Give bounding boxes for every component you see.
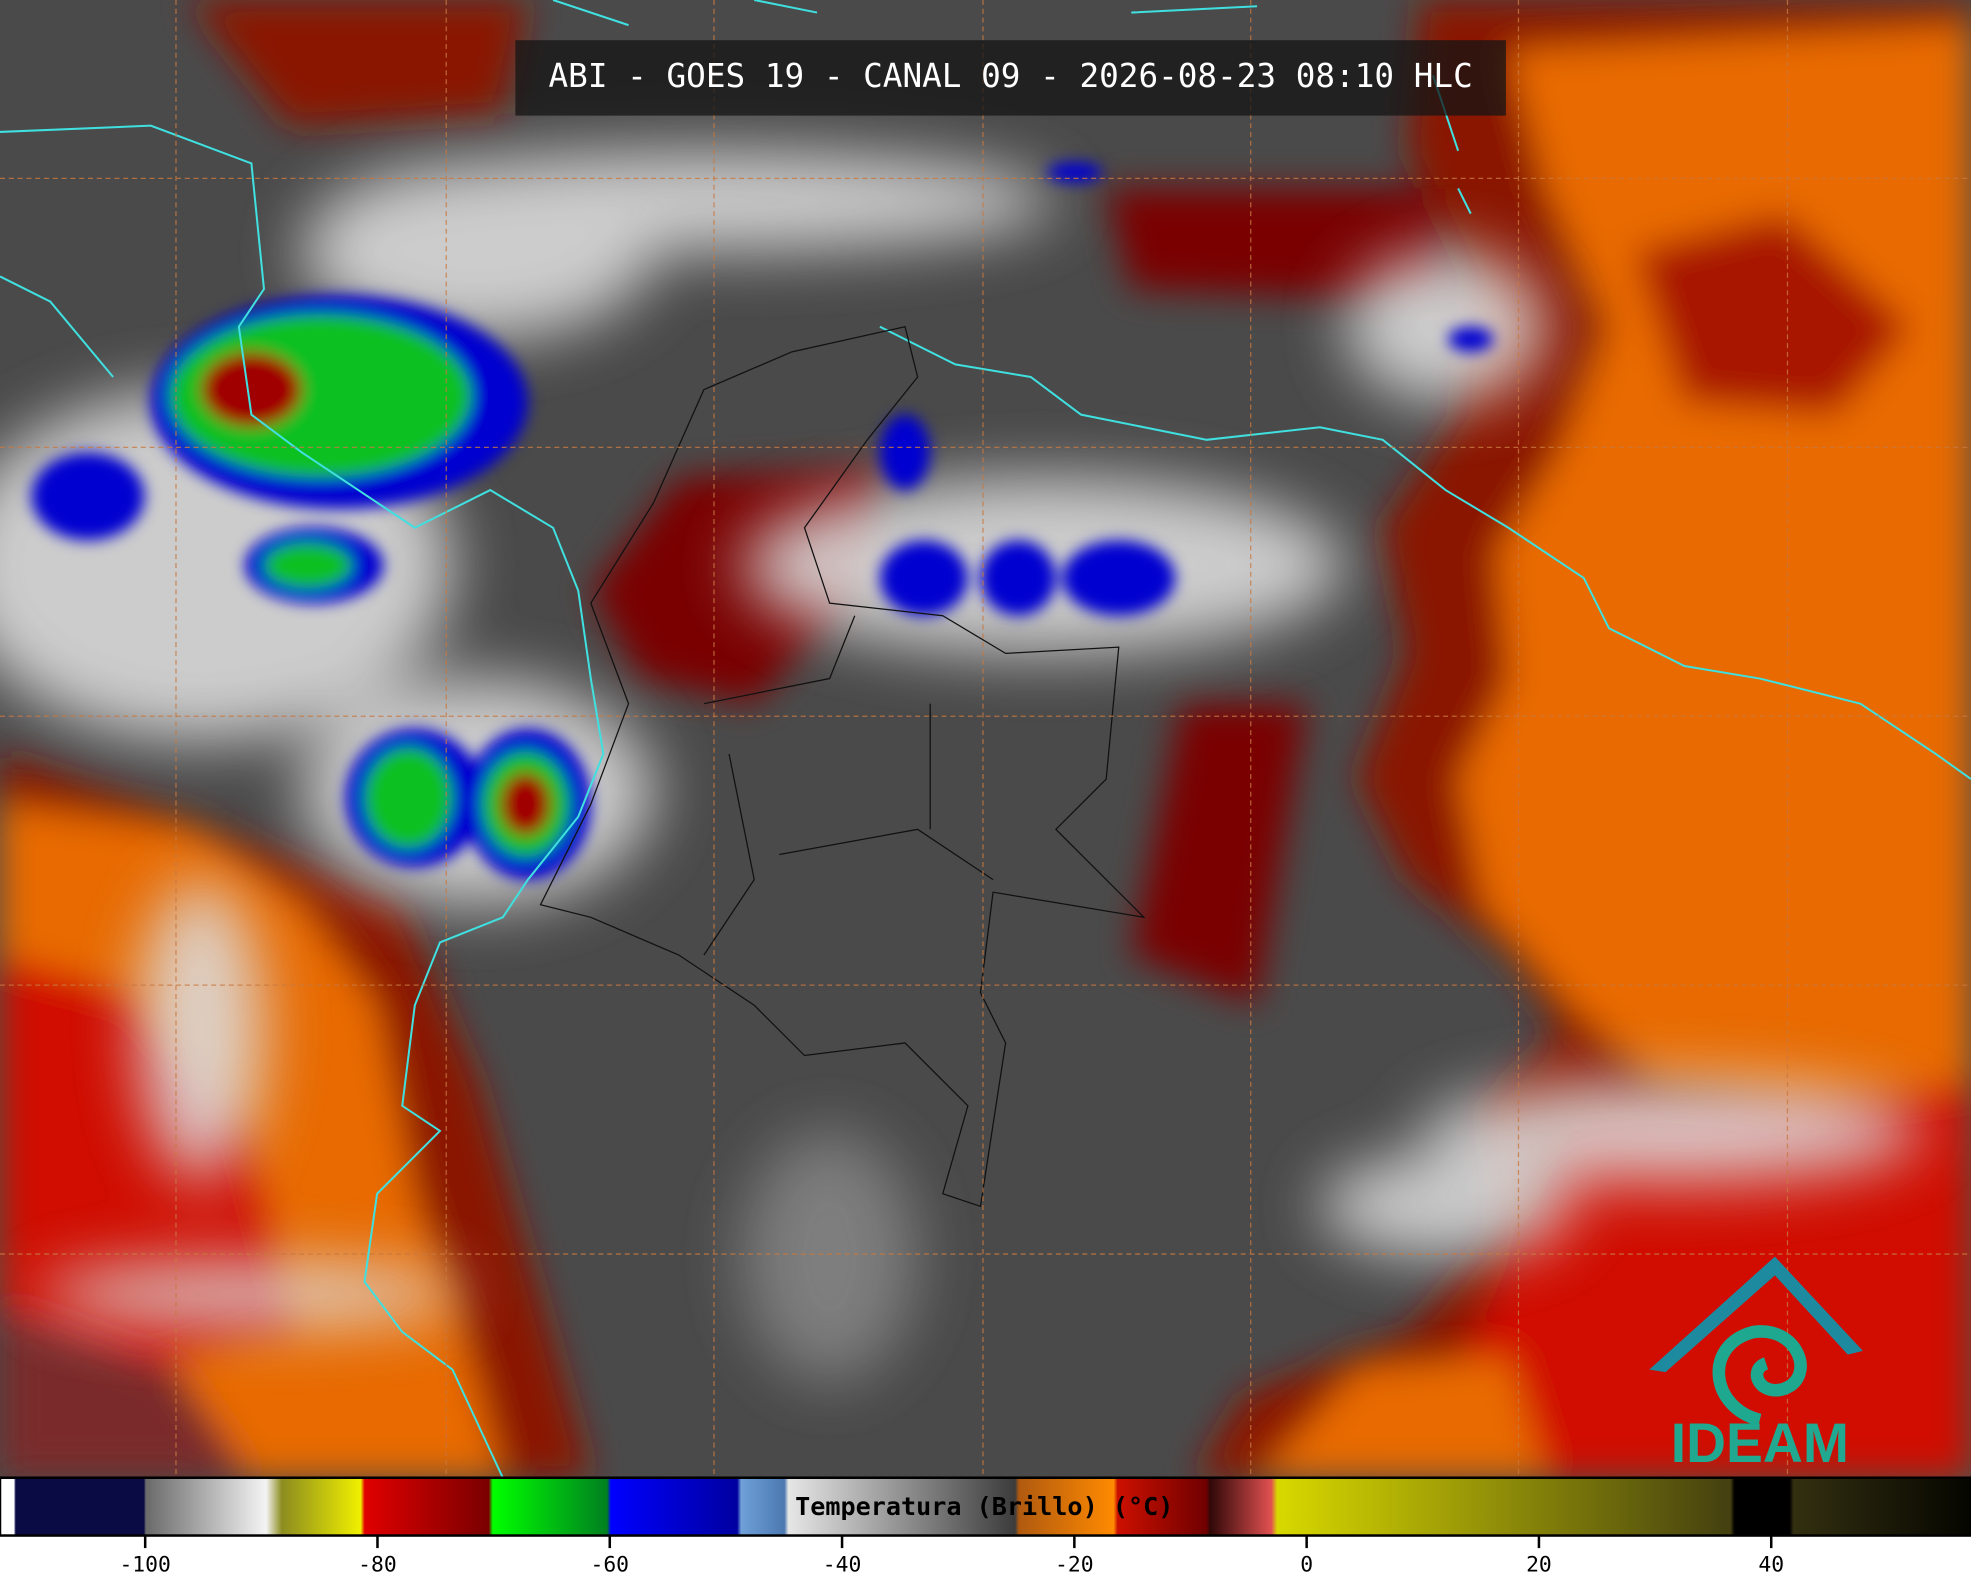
- tick-label: 0: [1300, 1553, 1313, 1577]
- tick-label: 40: [1758, 1553, 1784, 1577]
- colorbar: [0, 1476, 1971, 1537]
- tick-label: -20: [1055, 1553, 1094, 1577]
- tick-label: -80: [358, 1553, 397, 1577]
- logo-text: IDEAM: [1671, 1412, 1849, 1474]
- tick-label: 20: [1526, 1553, 1552, 1577]
- title: ABI - GOES 19 - CANAL 09 - 2026-08-23 08…: [549, 57, 1473, 95]
- tick-label: -100: [119, 1553, 170, 1577]
- tick-label: -60: [590, 1553, 629, 1577]
- logo: IDEAM: [1649, 1256, 1863, 1474]
- title-box: [515, 40, 1506, 116]
- tick-label: -40: [823, 1553, 862, 1577]
- colorbar-label: Temperatura (Brillo) (°C): [795, 1492, 1173, 1521]
